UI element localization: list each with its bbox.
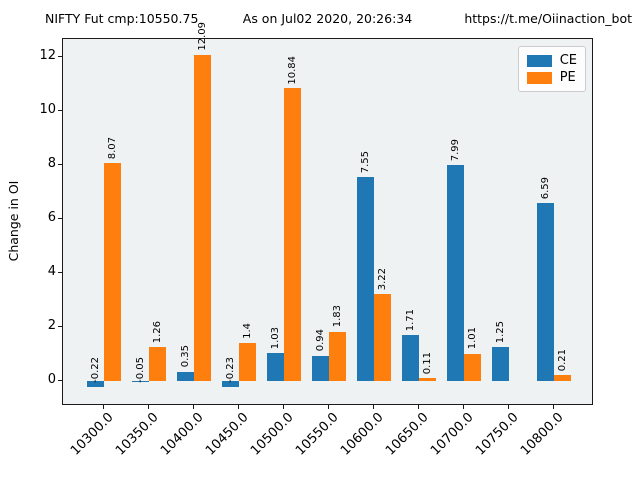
bar-value-label: 0.94	[315, 329, 326, 352]
bar-value-label: 1.4	[242, 323, 253, 340]
bar-value-label: 1.01	[467, 327, 478, 350]
bar-value-label: 8.07	[107, 136, 118, 160]
x-tick-mark	[462, 405, 464, 409]
header-timestamp: As on Jul02 2020, 20:26:34	[242, 11, 413, 26]
bar-pe-10800.0	[554, 375, 571, 381]
x-tick-mark	[327, 405, 329, 409]
y-tick-label: 6	[47, 210, 56, 225]
header-telegram-url: https://t.me/Oiinaction_bot	[464, 11, 632, 26]
bar-value-label: 7.99	[450, 139, 461, 162]
y-tick-mark	[58, 55, 62, 57]
bar-ce-10600.0	[357, 177, 374, 381]
y-tick-label: 0	[47, 372, 56, 387]
bar-pe-10600.0	[374, 294, 391, 381]
bar-value-label: -0.23	[225, 357, 236, 383]
x-tick-mark	[102, 405, 104, 409]
bar-value-label: 12.09	[197, 21, 208, 51]
bar-pe-10650.0	[419, 378, 436, 381]
bar-ce-10300.0	[87, 381, 104, 387]
legend-label-pe: PE	[559, 70, 576, 85]
y-tick-mark	[58, 271, 62, 273]
bar-ce-10700.0	[447, 165, 464, 381]
x-tick-mark	[552, 405, 554, 409]
bar-pe-10300.0	[104, 163, 121, 381]
legend-label-ce: CE	[559, 53, 577, 68]
bar-ce-10450.0	[222, 381, 239, 388]
bar-value-label: 0.21	[557, 349, 568, 372]
legend-item-ce: CE	[526, 52, 577, 69]
bar-value-label: 1.83	[332, 305, 343, 328]
bar-ce-10350.0	[132, 381, 149, 383]
bar-value-label: 10.84	[287, 55, 298, 85]
y-tick-mark	[58, 109, 62, 111]
bar-value-label: 3.22	[377, 267, 388, 291]
y-tick-mark	[58, 217, 62, 219]
y-tick-mark	[58, 325, 62, 327]
bar-ce-10500.0	[267, 353, 284, 381]
legend: CE PE	[517, 46, 586, 92]
x-tick-mark	[147, 405, 149, 409]
plot-area: CE PE -0.22 -0.05 0.35 -0.23 1.03 0.94 7.55 1.7…	[62, 22, 593, 405]
bar-ce-10650.0	[402, 334, 419, 381]
bar-value-label: -0.22	[90, 357, 101, 383]
bar-pe-10450.0	[239, 343, 256, 381]
x-tick-mark	[507, 405, 509, 409]
x-tick-mark	[237, 405, 239, 409]
bar-ce-10750.0	[492, 347, 509, 381]
bar-ce-10550.0	[312, 355, 329, 381]
bar-value-label: -0.05	[135, 357, 146, 383]
y-tick-label: 4	[47, 264, 56, 279]
bar-value-label: 1.26	[152, 320, 163, 343]
bar-pe-10350.0	[149, 346, 166, 381]
y-tick-label: 12	[39, 48, 56, 63]
bar-pe-10700.0	[464, 353, 481, 381]
bar-value-label: 0.11	[422, 351, 433, 375]
legend-item-pe: PE	[526, 69, 577, 86]
y-tick-mark	[58, 163, 62, 165]
y-tick-mark	[58, 379, 62, 381]
bar-value-label: 1.03	[270, 326, 281, 350]
y-tick-label: 8	[47, 156, 56, 171]
x-tick-mark	[372, 405, 374, 409]
bar-value-label: 7.55	[360, 150, 371, 174]
y-tick-label: 2	[47, 318, 56, 333]
header-nifty-cmp: NIFTY Fut cmp:10550.75	[45, 11, 199, 26]
legend-swatch-ce	[526, 54, 552, 67]
bar-value-label: 1.25	[495, 320, 506, 344]
bar-ce-10400.0	[177, 371, 194, 381]
x-tick-mark	[417, 405, 419, 409]
bar-value-label: 1.71	[405, 308, 416, 331]
bar-pe-10500.0	[284, 88, 301, 381]
bar-pe-10400.0	[194, 54, 211, 381]
x-tick-mark	[282, 405, 284, 409]
bar-ce-10800.0	[537, 203, 554, 381]
x-tick-mark	[192, 405, 194, 409]
bar-value-label: 0.35	[180, 345, 191, 368]
y-tick-label: 10	[39, 102, 56, 117]
bar-pe-10550.0	[329, 331, 346, 381]
legend-swatch-pe	[526, 71, 552, 84]
bar-value-label: 6.59	[540, 176, 551, 200]
